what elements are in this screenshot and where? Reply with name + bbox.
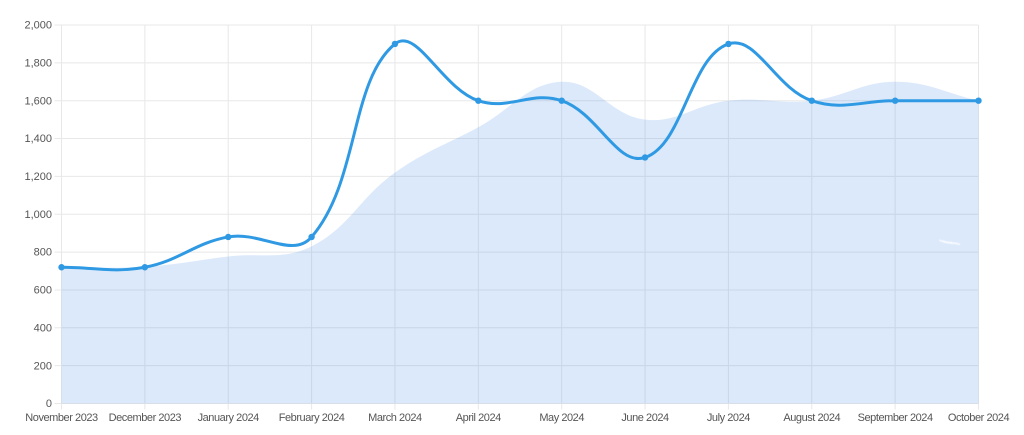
svg-text:October 2024: October 2024 xyxy=(948,412,1010,424)
svg-text:600: 600 xyxy=(34,285,52,297)
svg-text:400: 400 xyxy=(34,322,52,334)
svg-text:1,400: 1,400 xyxy=(24,133,52,145)
svg-text:May 2024: May 2024 xyxy=(539,412,584,424)
svg-text:2,000: 2,000 xyxy=(24,20,52,32)
svg-text:800: 800 xyxy=(34,247,52,259)
svg-text:1,800: 1,800 xyxy=(24,57,52,69)
svg-text:September 2024: September 2024 xyxy=(858,412,933,424)
svg-text:0: 0 xyxy=(46,398,52,410)
svg-text:December 2023: December 2023 xyxy=(109,412,182,424)
svg-text:1,000: 1,000 xyxy=(24,209,52,221)
svg-text:November 2023: November 2023 xyxy=(25,412,98,424)
svg-text:January 2024: January 2024 xyxy=(198,412,260,424)
svg-text:March 2024: March 2024 xyxy=(368,412,422,424)
svg-text:June 2024: June 2024 xyxy=(621,412,669,424)
svg-text:August 2024: August 2024 xyxy=(783,412,840,424)
svg-text:200: 200 xyxy=(34,360,52,372)
svg-text:February 2024: February 2024 xyxy=(279,412,345,424)
svg-text:1,200: 1,200 xyxy=(24,171,52,183)
svg-text:July 2024: July 2024 xyxy=(707,412,750,424)
svg-text:April 2024: April 2024 xyxy=(456,412,501,424)
svg-text:1,600: 1,600 xyxy=(24,95,52,107)
